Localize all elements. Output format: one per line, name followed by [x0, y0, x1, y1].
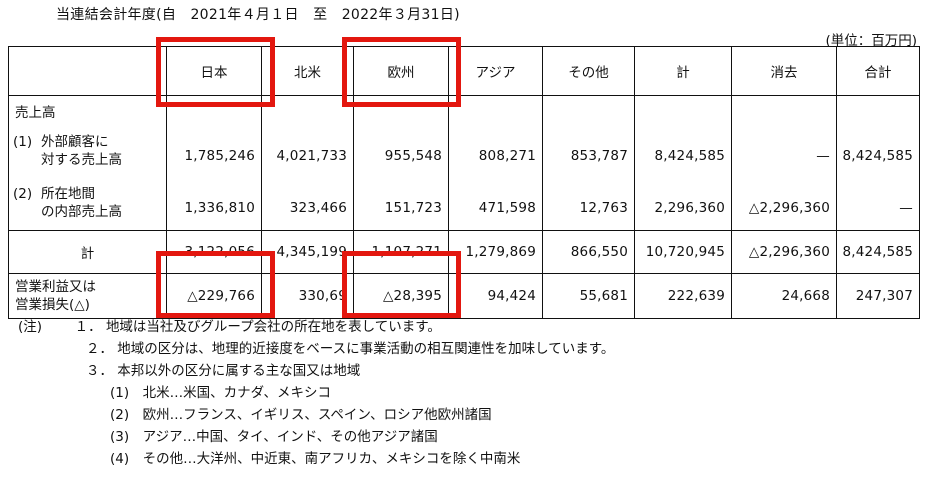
notes-prefix: (注)	[18, 319, 43, 335]
row-total-label: 計	[8, 230, 167, 274]
table-cell: 24,668	[731, 273, 837, 319]
row-internal-label: (2) 所在地間 の内部売上高	[8, 176, 167, 231]
header-row: 日本 北米 欧州 アジア その他 計 消去 合計	[8, 46, 920, 96]
col-subtotal: 計	[634, 46, 732, 96]
row-label-line: 対する売上高	[41, 152, 122, 168]
highlight-box-japan-header	[156, 37, 275, 107]
table-cell: 866,550	[542, 230, 635, 274]
table-cell: 151,723	[353, 176, 449, 231]
header-blank	[8, 46, 167, 96]
note-item: (注) １． 地域は当社及びグループ会社の所在地を表しています。	[18, 316, 614, 338]
table-cell: 330,69	[261, 273, 354, 319]
table-cell: 8,424,585	[836, 126, 920, 176]
note-sub-item: (1) 北米…米国、カナダ、メキシコ	[110, 385, 331, 401]
table-cell: 1,279,869	[448, 230, 543, 274]
row-label-line: 営業損失(△)	[15, 297, 90, 313]
operating-income-row: 営業利益又は 営業損失(△) △229,766 330,69 △28,395 9…	[8, 273, 920, 319]
table-cell: 8,424,585	[836, 230, 920, 274]
row-index: (1)	[13, 134, 33, 150]
table-cell: 1,785,246	[166, 126, 262, 176]
table-cell: 323,466	[261, 176, 354, 231]
notes: (注) １． 地域は当社及びグループ会社の所在地を表しています。 ２． 地域の区…	[18, 316, 614, 470]
row-index: (2)	[13, 186, 33, 202]
col-other: その他	[542, 46, 635, 96]
note-text: 地域は当社及びグループ会社の所在地を表しています。	[105, 319, 441, 335]
note-text: 地域の区分は、地理的近接度をベースに事業活動の相互関連性を加味しています。	[117, 341, 615, 357]
note-item: ３． 本邦以外の区分に属する主な国又は地域	[18, 360, 614, 382]
unit-caption: (単位：百万円)	[825, 33, 917, 49]
table-row: (1) 外部顧客に 対する売上高 1,785,246 4,021,733 955…	[8, 126, 920, 176]
note-sub-item: (4) その他…大洋州、中近東、南アフリカ、メキシコを除く中南米	[110, 451, 521, 467]
table-cell: 8,424,585	[634, 126, 732, 176]
table-cell: △2,296,360	[731, 230, 837, 274]
table-cell: 94,424	[448, 273, 543, 319]
table-cell: 2,296,360	[634, 176, 732, 231]
note-number: ２．	[86, 341, 113, 357]
table-cell: 12,763	[542, 176, 635, 231]
note-number: ３．	[86, 363, 113, 379]
row-label-line: 外部顧客に	[41, 134, 109, 150]
table-cell: —	[836, 176, 920, 231]
table-cell: 1,336,810	[166, 176, 262, 231]
highlight-box-europe-header	[342, 37, 461, 107]
table-cell: 247,307	[836, 273, 920, 319]
table-row: (2) 所在地間 の内部売上高 1,336,810 323,466 151,72…	[8, 176, 920, 231]
table-cell: 471,598	[448, 176, 543, 231]
note-item: ２． 地域の区分は、地理的近接度をベースに事業活動の相互関連性を加味しています。	[18, 338, 614, 360]
sales-title-row: 売上高	[8, 95, 920, 126]
table-cell: △2,296,360	[731, 176, 837, 231]
col-elimination: 消去	[731, 46, 837, 96]
note-text: 本邦以外の区分に属する主な国又は地域	[117, 363, 361, 379]
table-cell: —	[731, 126, 837, 176]
period-caption: 当連結会計年度(自 2021年４月１日 至 2022年３月31日)	[56, 7, 460, 23]
table-cell: 222,639	[634, 273, 732, 319]
col-japan: 日本	[166, 46, 262, 96]
table-cell: 808,271	[448, 126, 543, 176]
row-label-line: の内部売上高	[41, 204, 122, 220]
row-label-line: 所在地間	[41, 186, 95, 202]
row-external-label: (1) 外部顧客に 対する売上高	[8, 126, 167, 176]
col-total: 合計	[836, 46, 920, 96]
table-cell: △28,395	[353, 273, 449, 319]
row-op-label: 営業利益又は 営業損失(△)	[8, 273, 167, 319]
total-row: 計 3,122,056 4,345,199 1,107,271 1,279,86…	[8, 230, 920, 274]
table-cell: 4,345,199	[261, 230, 354, 274]
col-asia: アジア	[448, 46, 543, 96]
col-europe: 欧州	[353, 46, 449, 96]
segment-table: 日本 北米 欧州 アジア その他 計 消去 合計 売上高 (1) 外部顧客に 対…	[8, 46, 920, 319]
sales-header: 売上高	[8, 95, 167, 126]
highlight-box-europe-operating	[342, 251, 461, 318]
note-sub-item: (3) アジア…中国、タイ、インド、その他アジア諸国	[110, 429, 438, 445]
row-label-line: 営業利益又は	[15, 279, 96, 295]
table-cell: 955,548	[353, 126, 449, 176]
note-number: １．	[74, 319, 102, 335]
table-cell: 4,021,733	[261, 126, 354, 176]
table-cell: △229,766	[166, 273, 262, 319]
table-cell: 853,787	[542, 126, 635, 176]
highlight-box-japan-operating	[156, 251, 275, 318]
note-sub-item: (2) 欧州…フランス、イギリス、スペイン、ロシア他欧州諸国	[110, 407, 492, 423]
table-cell: 10,720,945	[634, 230, 732, 274]
table-cell: 55,681	[542, 273, 635, 319]
col-north-america: 北米	[261, 46, 354, 96]
